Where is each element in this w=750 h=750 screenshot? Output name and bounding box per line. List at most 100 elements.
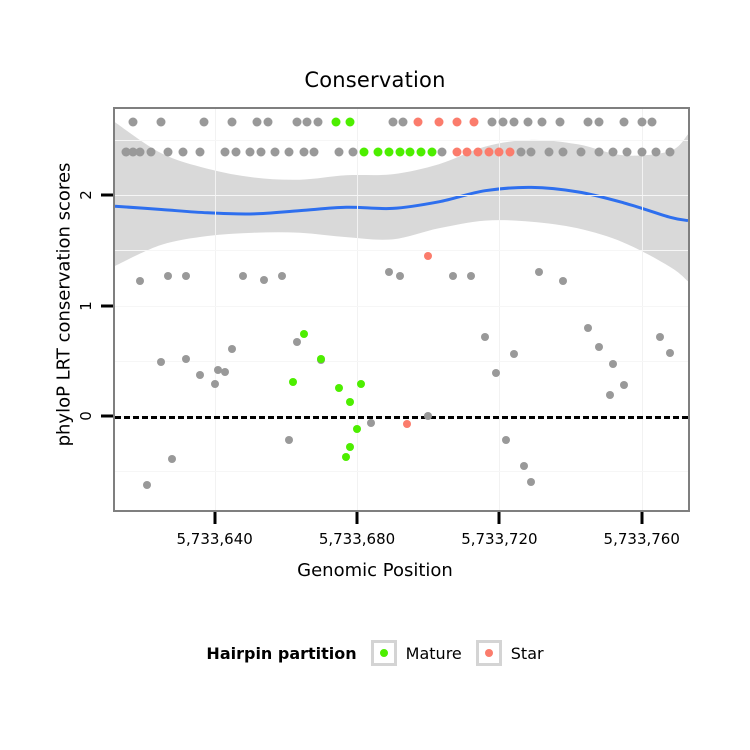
rug-mark	[434, 117, 444, 127]
y-tick-label: 2	[77, 190, 95, 200]
rug-mark	[544, 147, 554, 157]
legend-item-star[interactable]: Star	[475, 640, 544, 666]
rug-mark	[299, 147, 309, 157]
gridline-horizontal	[115, 139, 688, 141]
rug-mark	[395, 147, 405, 157]
data-point	[221, 367, 230, 376]
rug-mark	[416, 147, 426, 157]
rug-mark	[128, 117, 138, 127]
gridline-vertical	[499, 109, 501, 510]
page-title: Conservation	[304, 68, 446, 92]
data-point	[424, 251, 433, 260]
rug-mark	[199, 117, 209, 127]
rug-mark	[537, 117, 547, 127]
rug-mark	[413, 117, 422, 127]
rug-mark	[452, 117, 462, 127]
data-point	[143, 480, 152, 489]
rug-mark	[245, 147, 255, 157]
gridline-horizontal	[115, 195, 688, 197]
data-point	[345, 443, 354, 452]
rug-mark	[523, 117, 533, 127]
rug-mark	[487, 117, 497, 127]
rug-mark	[608, 147, 618, 157]
legend-swatch	[475, 640, 502, 666]
data-point	[260, 276, 269, 285]
rug-mark	[309, 147, 319, 157]
data-point	[239, 271, 248, 280]
rug-mark	[494, 147, 504, 157]
data-point	[299, 330, 308, 339]
legend-item-mature[interactable]: Mature	[370, 640, 462, 666]
data-point	[342, 452, 351, 461]
data-point	[210, 380, 219, 389]
rug-mark	[334, 147, 344, 157]
rug-mark	[292, 117, 301, 127]
rug-mark	[252, 117, 262, 127]
gridline-vertical	[357, 109, 358, 510]
data-point	[196, 371, 205, 380]
rug-mark	[594, 117, 604, 127]
confidence-ribbon	[115, 122, 688, 282]
data-point	[278, 271, 287, 280]
rug-mark	[359, 147, 369, 157]
rug-mark	[156, 117, 166, 127]
rug-mark	[555, 117, 565, 127]
rug-mark	[469, 117, 479, 127]
rug-mark	[398, 117, 408, 127]
rug-mark	[348, 147, 358, 157]
rug-mark	[498, 117, 508, 127]
x-tick-label: 5,733,680	[318, 530, 396, 548]
rug-mark	[128, 147, 138, 157]
data-point	[367, 418, 376, 427]
data-point	[595, 342, 604, 351]
rug-mark	[220, 147, 230, 157]
y-tick	[101, 193, 113, 197]
data-point	[605, 391, 614, 400]
data-point	[385, 268, 394, 277]
x-tick	[355, 512, 359, 524]
rug-mark	[163, 147, 173, 157]
rug-mark	[231, 147, 241, 157]
legend-swatch	[370, 640, 397, 666]
data-point	[424, 412, 433, 421]
x-tick-label: 5,733,760	[603, 530, 680, 548]
data-point	[182, 354, 191, 363]
rug-mark	[462, 147, 472, 157]
legend: Hairpin partition Mature Star	[0, 640, 750, 666]
legend-label: Star	[510, 643, 544, 663]
x-tick-label: 5,733,640	[176, 530, 253, 548]
rug-mark	[505, 147, 515, 157]
plot-panel	[113, 107, 690, 512]
rug-mark	[594, 147, 604, 157]
legend-dot-icon	[379, 649, 388, 657]
data-point	[527, 478, 536, 487]
rug-mark	[622, 147, 632, 157]
data-point	[228, 344, 237, 353]
rug-mark	[345, 117, 355, 127]
gridline-horizontal	[115, 250, 688, 252]
x-tick	[497, 512, 501, 524]
rug-mark	[576, 147, 586, 157]
y-tick	[101, 414, 113, 418]
data-point	[666, 349, 675, 358]
data-point	[356, 380, 365, 389]
gridline-horizontal	[115, 471, 688, 473]
rug-mark	[388, 117, 398, 127]
data-point	[534, 268, 543, 277]
data-point	[288, 377, 297, 386]
smooth-trend-line	[115, 185, 688, 223]
rug-mark	[121, 147, 131, 157]
rug-mark	[516, 147, 526, 157]
data-point	[609, 360, 618, 369]
data-point	[164, 271, 173, 280]
data-point	[509, 350, 518, 359]
rug-mark	[637, 117, 647, 127]
gridline-vertical	[641, 109, 643, 510]
data-point	[655, 332, 664, 341]
rug-mark	[256, 147, 266, 157]
rug-mark	[373, 147, 383, 157]
data-point	[335, 384, 344, 393]
rug-mark	[452, 147, 462, 157]
rug-mark	[284, 147, 294, 157]
